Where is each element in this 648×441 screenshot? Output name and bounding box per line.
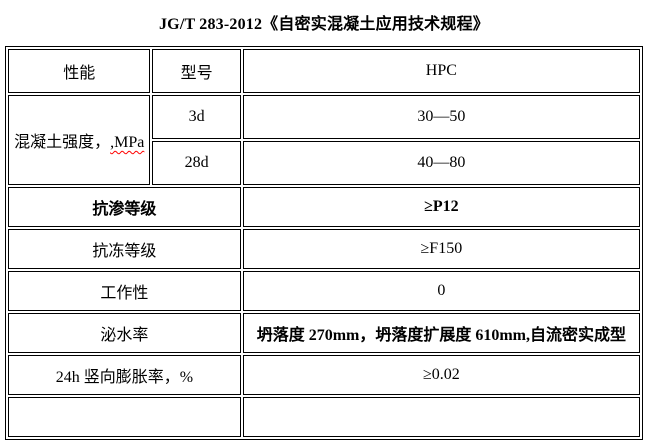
table-row-expansion-rate: 24h 竖向膨胀率，% ≥0.02 <box>8 355 640 395</box>
header-cell-performance: 性能 <box>8 49 151 93</box>
spellcheck-underline-text: ,MPa <box>110 134 145 151</box>
partial-label-cell <box>8 397 241 437</box>
strength-age-3d-cell: 3d <box>152 95 241 139</box>
table-header-row: 性能 型号 HPC <box>8 49 640 93</box>
table-row-frost-resistance: 抗冻等级 ≥F150 <box>8 229 640 269</box>
strength-value-28d-cell: 40—80 <box>242 141 640 185</box>
table-row-impermeability: 抗渗等级 ≥P12 <box>8 187 640 227</box>
strength-row-3d: 混凝土强度，,MPa 3d 30—50 <box>8 95 640 185</box>
bleeding-rate-value-cell: 坍落度 270mm，坍落度扩展度 610mm,自流密实成型 <box>242 313 640 353</box>
impermeability-value-cell: ≥P12 <box>242 187 640 227</box>
bleeding-rate-label-cell: 泌水率 <box>8 313 241 353</box>
header-cell-model: 型号 <box>152 49 241 93</box>
partial-value-cell <box>242 397 640 437</box>
expansion-rate-label-cell: 24h 竖向膨胀率，% <box>8 355 241 395</box>
impermeability-label-cell: 抗渗等级 <box>8 187 241 227</box>
expansion-rate-value-cell: ≥0.02 <box>242 355 640 395</box>
frost-resistance-label-cell: 抗冻等级 <box>8 229 241 269</box>
header-cell-type: HPC <box>242 49 640 93</box>
strength-label-text: 混凝土强度， <box>14 134 111 151</box>
frost-resistance-value-cell: ≥F150 <box>242 229 640 269</box>
table-row-bleeding-rate: 泌水率 坍落度 270mm，坍落度扩展度 610mm,自流密实成型 <box>8 313 640 353</box>
spec-table: 性能 型号 HPC 混凝土强度，,MPa 3d 30—50 28d 40—80 … <box>5 46 643 440</box>
strength-age-28d-cell: 28d <box>152 141 241 185</box>
table-row-workability: 工作性 0 <box>8 271 640 311</box>
workability-label-cell: 工作性 <box>8 271 241 311</box>
table-row-partial <box>8 397 640 437</box>
strength-row-28d: 28d 40—80 <box>8 141 640 185</box>
workability-value-cell: 0 <box>242 271 640 311</box>
strength-value-3d-cell: 30—50 <box>242 95 640 139</box>
document-title: JG/T 283-2012《自密实混凝土应用技术规程》 <box>158 16 489 33</box>
strength-label-cell: 混凝土强度，,MPa <box>8 95 151 185</box>
